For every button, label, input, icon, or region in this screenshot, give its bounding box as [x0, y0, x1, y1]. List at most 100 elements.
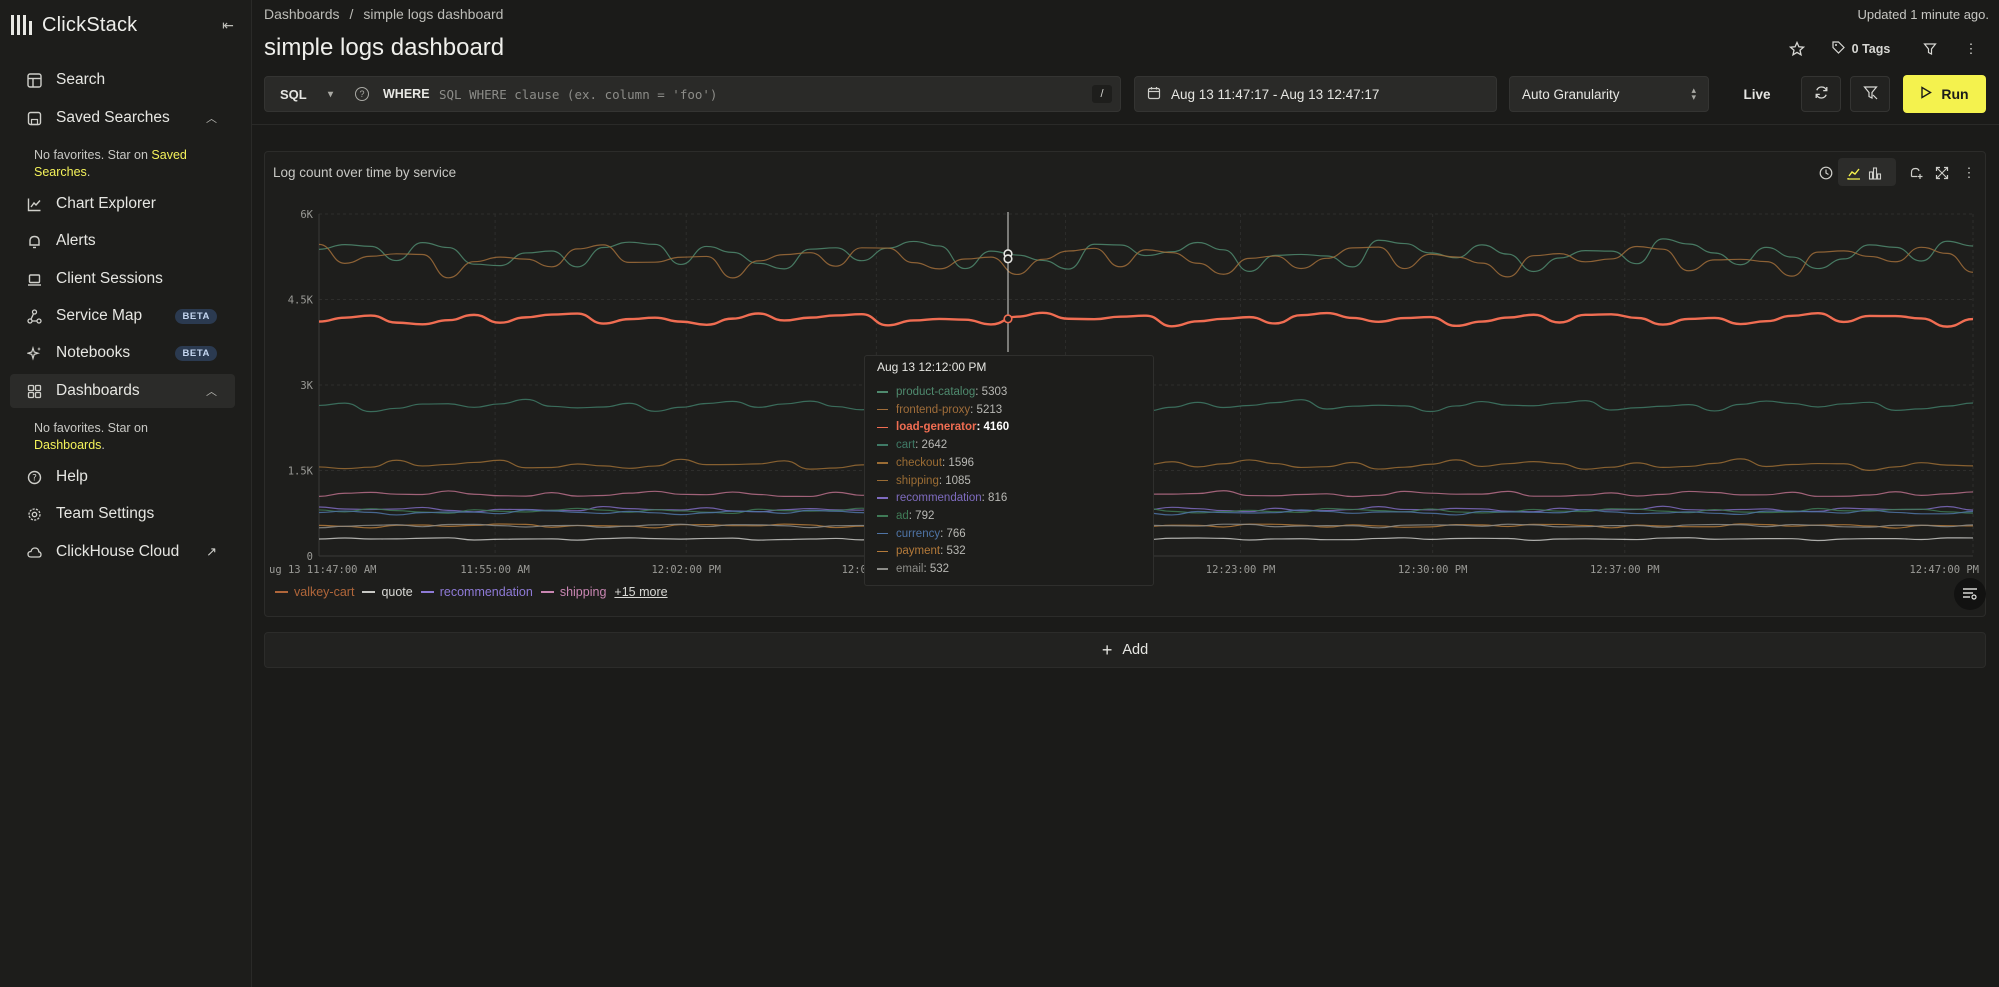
- date-range-picker[interactable]: Aug 13 11:47:17 - Aug 13 12:47:17: [1134, 76, 1497, 112]
- where-label: WHERE: [383, 87, 430, 101]
- granularity-select[interactable]: Auto Granularity ▴ ▾: [1509, 76, 1709, 112]
- legend-item[interactable]: quote: [362, 585, 413, 599]
- display-settings-button[interactable]: [1954, 578, 1986, 610]
- x-tick-label: 12:30:00 PM: [1398, 564, 1468, 576]
- line-chart-icon[interactable]: [1843, 162, 1865, 184]
- tooltip-swatch: [877, 532, 888, 535]
- sidebar-item-label: Team Settings: [56, 505, 155, 522]
- beta-badge: BETA: [175, 345, 217, 361]
- saved-searches-link[interactable]: Saved Searches: [34, 148, 187, 179]
- sidebar-item-saved-searches[interactable]: Saved Searches ︿: [10, 101, 235, 135]
- bell-plus-icon[interactable]: [1905, 162, 1927, 184]
- sidebar-item-chart-explorer[interactable]: Chart Explorer: [10, 187, 235, 221]
- tooltip-series-name: email: [896, 563, 924, 575]
- bar-chart-icon[interactable]: [1864, 162, 1886, 184]
- sidebar-item-team-settings[interactable]: Team Settings: [10, 497, 235, 531]
- tooltip-series-value: : 5213: [970, 403, 1003, 416]
- x-tick-label: 12:37:00 PM: [1590, 564, 1660, 576]
- legend-item[interactable]: valkey-cart: [275, 585, 354, 599]
- breadcrumb-dashboards[interactable]: Dashboards: [264, 6, 340, 22]
- chart-tooltip: Aug 13 12:12:00 PM product-catalog: 5303…: [864, 355, 1154, 586]
- tooltip-row: ad: 792: [877, 510, 934, 522]
- collapse-sidebar-icon[interactable]: ⇤: [222, 16, 234, 33]
- sidebar-item-label: Alerts: [56, 232, 96, 249]
- legend-item[interactable]: recommendation: [420, 585, 533, 599]
- sidebar-item-notebooks[interactable]: Notebooks BETA: [10, 336, 235, 370]
- sidebar-item-dashboards[interactable]: Dashboards ︿: [10, 374, 235, 408]
- tooltip-swatch: [877, 515, 888, 517]
- dashboards-empty-note: No favorites. Star on Dashboards.: [34, 421, 148, 452]
- clock-icon[interactable]: [1815, 162, 1837, 184]
- filter-button[interactable]: [1850, 76, 1890, 112]
- shortcut-hint: /: [1092, 85, 1112, 103]
- sidebar-item-label: ClickHouse Cloud: [56, 543, 180, 560]
- updated-status: Updated 1 minute ago.: [1857, 7, 1989, 22]
- tooltip-swatch: [877, 462, 888, 464]
- network-icon: [26, 308, 42, 324]
- legend-more-link[interactable]: +15 more: [614, 585, 668, 599]
- brand[interactable]: ClickStack: [11, 12, 137, 38]
- tooltip-series-value: : 4160: [976, 421, 1010, 434]
- more-vertical-icon[interactable]: ⋮: [1964, 41, 1978, 56]
- sidebar-item-help[interactable]: ? Help: [10, 460, 235, 494]
- tooltip-row: product-catalog: 5303: [877, 386, 1007, 398]
- tooltip-swatch: [877, 479, 888, 482]
- sidebar-item-label: Saved Searches: [56, 109, 170, 126]
- settings-list-icon: [1962, 586, 1978, 603]
- floppy-icon: [26, 110, 42, 126]
- tooltip-series-value: : 532: [940, 545, 966, 558]
- series-line-product-catalog: [318, 238, 1974, 273]
- sidebar-item-label: Service Map: [56, 307, 143, 324]
- page-title[interactable]: simple logs dashboard: [264, 34, 505, 61]
- filter-tree-icon[interactable]: [1918, 36, 1942, 62]
- tooltip-swatch: [877, 444, 888, 446]
- sidebar-item-label: Dashboards: [56, 382, 140, 399]
- run-label: Run: [1941, 86, 1969, 102]
- add-tile-button[interactable]: + Add: [264, 632, 1986, 668]
- legend-item[interactable]: shipping: [540, 585, 606, 599]
- plus-icon: +: [1101, 639, 1113, 660]
- y-tick-label: 1.5K: [288, 466, 314, 478]
- star-icon[interactable]: [1786, 36, 1808, 62]
- tooltip-series-name: recommendation: [896, 492, 982, 505]
- language-select[interactable]: SQL ▾: [265, 77, 345, 111]
- tooltip-series-name: currency: [896, 527, 941, 540]
- live-button[interactable]: Live: [1743, 86, 1771, 102]
- external-link-icon: ↗: [206, 544, 217, 559]
- sidebar-item-clickhouse-cloud[interactable]: ClickHouse Cloud ↗: [10, 535, 235, 569]
- tooltip-swatch: [877, 550, 888, 553]
- series-line-load-generator: [318, 311, 1974, 328]
- sidebar-item-service-map[interactable]: Service Map BETA: [10, 299, 235, 333]
- chevron-up-icon[interactable]: ︿: [206, 113, 217, 125]
- run-button[interactable]: Run: [1903, 75, 1986, 113]
- sidebar-item-alerts[interactable]: Alerts: [10, 224, 235, 258]
- tooltip-swatch: [877, 426, 888, 429]
- cloud-icon: [26, 544, 42, 560]
- clickstack-logo-icon: [11, 15, 32, 35]
- table-icon: [26, 72, 42, 88]
- header-divider: [252, 124, 1999, 125]
- where-clause-input[interactable]: [439, 81, 1039, 107]
- help-circle-icon: ?: [26, 469, 42, 485]
- sidebar-item-label: Notebooks: [56, 344, 131, 361]
- help-icon[interactable]: ?: [355, 87, 369, 101]
- dashboards-link[interactable]: Dashboards: [34, 438, 102, 452]
- refresh-button[interactable]: [1801, 76, 1841, 112]
- chevron-up-icon[interactable]: ︿: [206, 386, 217, 398]
- sidebar-item-search[interactable]: Search: [10, 63, 235, 97]
- more-vertical-icon[interactable]: ⋮: [1962, 165, 1976, 180]
- chevron-down-icon: ▾: [327, 88, 333, 100]
- tags-button[interactable]: 0 Tags: [1820, 36, 1902, 62]
- chart-legend: valkey-cart quote recommendation shipping +1…: [275, 585, 668, 599]
- sidebar-item-client-sessions[interactable]: Client Sessions: [10, 262, 235, 296]
- expand-icon[interactable]: [1931, 162, 1953, 184]
- tooltip-series-value: : 1596: [942, 456, 975, 469]
- tooltip-row: shipping: 1085: [877, 475, 971, 487]
- tooltip-series-value: : 5303: [975, 386, 1008, 398]
- tooltip-series-value: : 2642: [915, 439, 948, 452]
- sidebar-item-label: Client Sessions: [56, 270, 163, 287]
- tooltip-swatch: [877, 391, 888, 393]
- laptop-icon: [26, 271, 42, 287]
- tooltip-series-name: load-generator: [896, 421, 977, 434]
- play-icon: [1920, 86, 1933, 102]
